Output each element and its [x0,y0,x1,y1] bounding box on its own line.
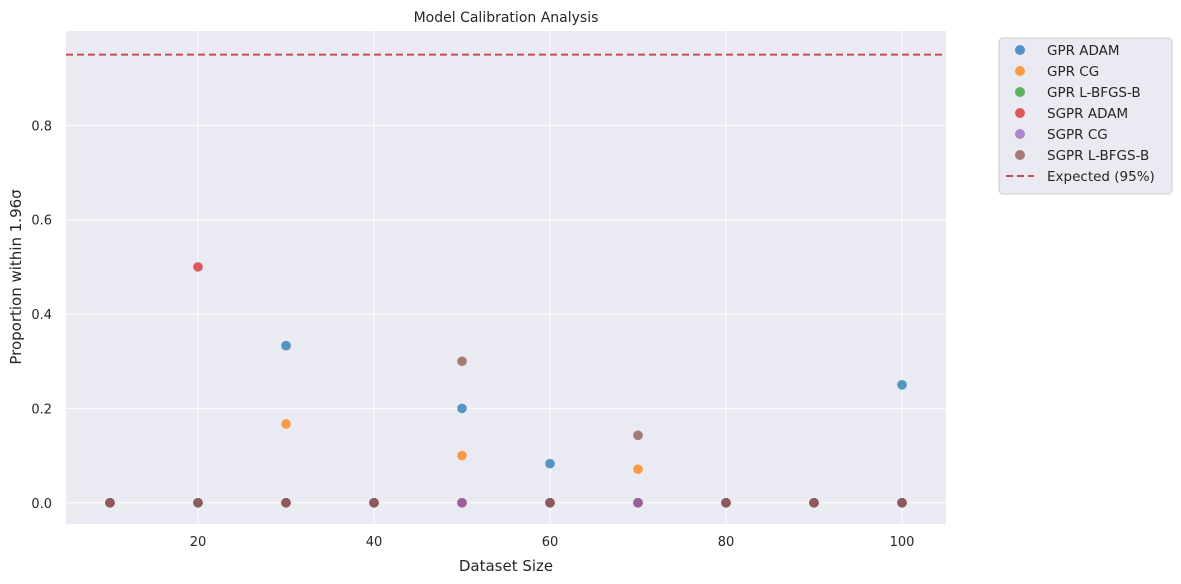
legend-label: SGPR CG [1047,127,1108,143]
legend-label: SGPR ADAM [1047,106,1128,122]
x-tick-label: 20 [190,535,207,550]
data-point [105,497,115,508]
data-point [897,497,907,508]
plot-area [66,31,946,524]
legend-items: GPR ADAM GPR CG GPR L-BFGS-B SGPR ADAM SGPR … [1006,43,1155,185]
data-point [721,497,731,508]
y-tick-label: 0.0 [31,497,52,512]
data-point [545,497,555,508]
data-point [633,430,643,441]
grid-lines [66,31,946,524]
data-point [281,340,291,351]
data-point [897,380,907,390]
legend-marker [1015,87,1025,97]
x-tick-label: 40 [366,535,383,550]
x-axis-title: Dataset Size [459,557,553,575]
data-point [633,497,643,508]
legend-label: SGPR L-BFGS-B [1047,148,1149,164]
chart-title: Model Calibration Analysis [414,10,599,26]
y-axis-ticks: 0.0 0.2 0.4 0.6 0.8 [31,119,52,511]
data-point [193,262,203,272]
legend-label: GPR ADAM [1047,43,1120,59]
legend-label: GPR CG [1047,64,1099,80]
data-point [369,497,379,508]
legend-marker [1015,45,1025,55]
y-tick-label: 0.4 [31,308,52,323]
legend-marker [1015,129,1025,139]
y-tick-label: 0.2 [31,402,52,417]
data-point [457,497,467,508]
data-point [281,419,291,429]
data-point [809,497,819,508]
legend-label: GPR L-BFGS-B [1047,85,1141,101]
legend: GPR ADAM GPR CG GPR L-BFGS-B SGPR ADAM SGPR … [998,37,1173,195]
y-tick-label: 0.6 [31,214,52,229]
x-tick-label: 60 [542,535,559,550]
data-points [105,262,907,508]
y-axis-title: Proportion within 1.96σ [7,189,25,365]
data-point [457,450,467,461]
legend-marker [1015,66,1025,76]
data-point [633,464,643,475]
legend-marker [1015,150,1025,160]
x-tick-label: 80 [718,535,735,550]
y-tick-label: 0.8 [31,119,52,134]
data-point [457,356,467,367]
legend-box [998,37,1173,195]
x-axis-ticks: 20 40 60 80 100 [190,535,915,550]
legend-marker [1015,108,1025,118]
data-point [281,497,291,508]
data-point [457,403,467,414]
legend-label: Expected (95%) [1047,169,1155,185]
data-point [545,458,555,469]
x-tick-label: 100 [890,535,915,550]
data-point [193,497,203,508]
